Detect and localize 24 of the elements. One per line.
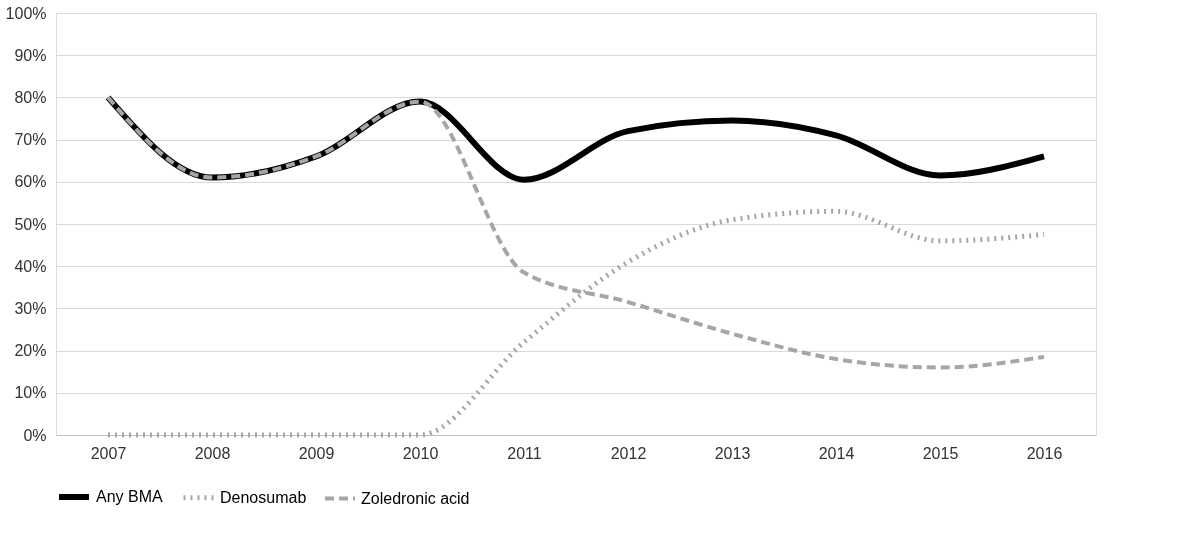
x-tick-label: 2012: [610, 444, 647, 462]
y-tick-label: 0%: [23, 426, 47, 444]
x-tick-label: 2013: [714, 444, 751, 462]
legend-label: Any BMA: [96, 488, 164, 505]
y-tick-label: 20%: [14, 342, 47, 360]
x-tick-label: 2011: [507, 444, 542, 462]
y-tick-label: 60%: [14, 173, 47, 191]
y-tick-label: 10%: [14, 384, 47, 402]
y-tick-label: 50%: [14, 215, 47, 233]
y-tick-label: 70%: [14, 131, 47, 149]
y-tick-label: 40%: [14, 257, 47, 275]
x-tick-label: 2007: [90, 444, 127, 462]
x-tick-label: 2016: [1026, 444, 1063, 462]
x-tick-label: 2015: [922, 444, 959, 462]
y-tick-label: 90%: [14, 46, 47, 64]
y-tick-label: 30%: [14, 299, 47, 317]
x-tick-label: 2008: [194, 444, 231, 462]
y-tick-label: 80%: [14, 88, 47, 106]
legend-label: Zoledronic acid: [361, 489, 470, 507]
x-tick-label: 2009: [298, 444, 335, 462]
x-tick-label: 2014: [818, 444, 855, 462]
legend-label: Denosumab: [220, 488, 307, 506]
x-tick-label: 2010: [402, 444, 439, 462]
y-tick-label: 100%: [5, 4, 47, 22]
